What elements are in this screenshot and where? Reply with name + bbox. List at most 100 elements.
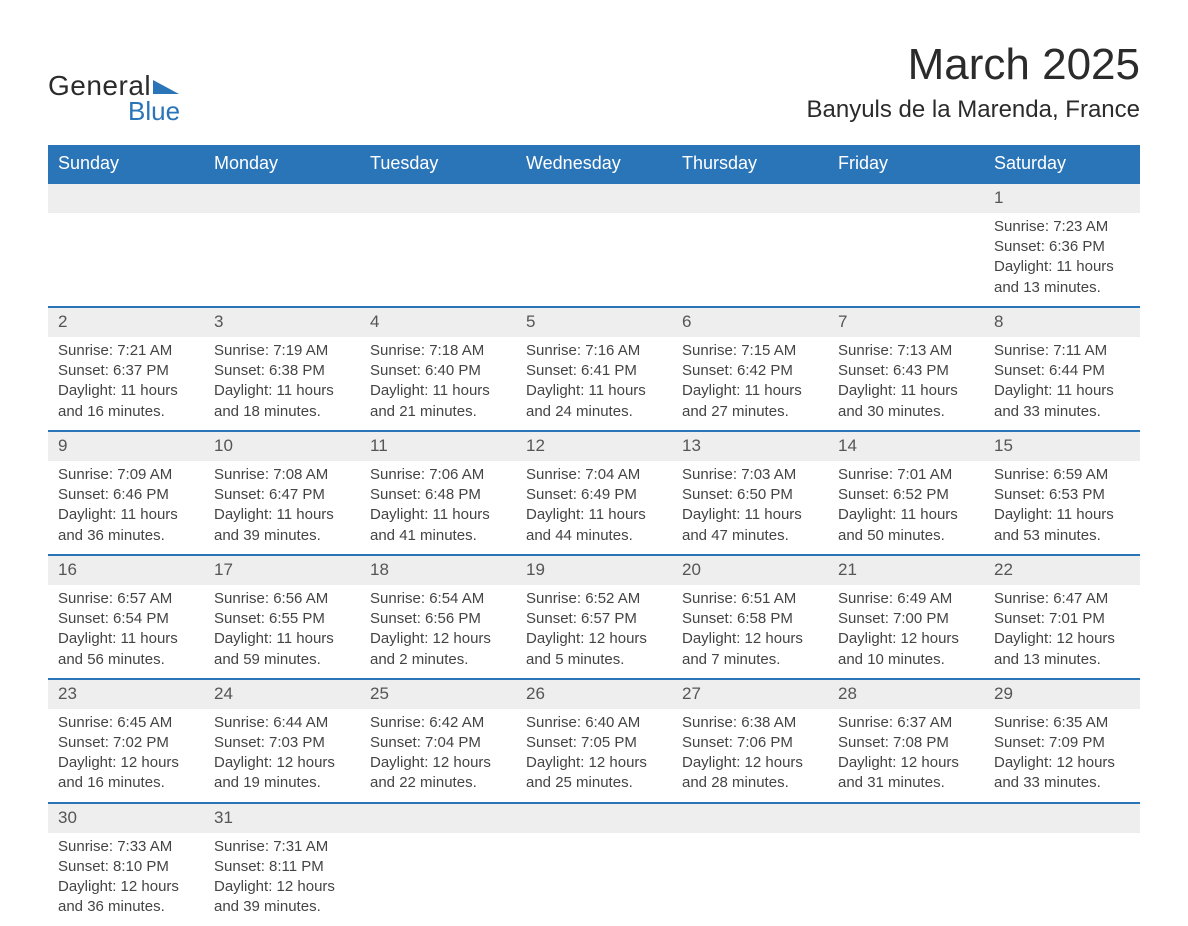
sunrise-text: Sunrise: 6:54 AM [370,589,506,609]
sunset-text: Sunset: 6:52 PM [838,485,974,505]
day-number-cell: 27 [672,679,828,709]
logo-flag-icon [153,76,181,96]
daylight-text-2: and 13 minutes. [994,278,1130,298]
sunset-text: Sunset: 6:43 PM [838,361,974,381]
sunrise-text: Sunrise: 7:06 AM [370,465,506,485]
daylight-text-1: Daylight: 11 hours [58,629,194,649]
daylight-text-2: and 10 minutes. [838,650,974,670]
sunset-text: Sunset: 6:42 PM [682,361,818,381]
day-number-cell [984,803,1140,833]
daylight-text-2: and 30 minutes. [838,402,974,422]
sunrise-text: Sunrise: 7:03 AM [682,465,818,485]
day-data-row: Sunrise: 7:33 AMSunset: 8:10 PMDaylight:… [48,833,1140,926]
daylight-text-2: and 13 minutes. [994,650,1130,670]
sunrise-text: Sunrise: 7:01 AM [838,465,974,485]
day-data-cell: Sunrise: 6:49 AMSunset: 7:00 PMDaylight:… [828,585,984,679]
day-data-cell [360,833,516,926]
day-number-cell: 9 [48,431,204,461]
daylight-text-1: Daylight: 12 hours [682,629,818,649]
daylight-text-2: and 53 minutes. [994,526,1130,546]
sunrise-text: Sunrise: 6:38 AM [682,713,818,733]
daylight-text-2: and 27 minutes. [682,402,818,422]
weekday-header: Thursday [672,145,828,183]
sunset-text: Sunset: 6:58 PM [682,609,818,629]
daylight-text-2: and 50 minutes. [838,526,974,546]
day-data-row: Sunrise: 7:09 AMSunset: 6:46 PMDaylight:… [48,461,1140,555]
daylight-text-1: Daylight: 11 hours [526,505,662,525]
day-data-cell [672,833,828,926]
daylight-text-2: and 59 minutes. [214,650,350,670]
day-number-cell [516,803,672,833]
day-number-cell: 14 [828,431,984,461]
daylight-text-1: Daylight: 11 hours [214,381,350,401]
daylight-text-2: and 5 minutes. [526,650,662,670]
daylight-text-2: and 2 minutes. [370,650,506,670]
day-number-cell [360,803,516,833]
sunrise-text: Sunrise: 7:31 AM [214,837,350,857]
calendar-table: Sunday Monday Tuesday Wednesday Thursday… [48,145,1140,926]
day-number-cell: 29 [984,679,1140,709]
logo: General Blue [48,70,181,127]
day-number-cell: 18 [360,555,516,585]
day-data-row: Sunrise: 6:45 AMSunset: 7:02 PMDaylight:… [48,709,1140,803]
daylight-text-1: Daylight: 11 hours [58,505,194,525]
sunset-text: Sunset: 6:36 PM [994,237,1130,257]
sunrise-text: Sunrise: 7:08 AM [214,465,350,485]
daylight-text-1: Daylight: 11 hours [214,505,350,525]
day-data-cell: Sunrise: 7:31 AMSunset: 8:11 PMDaylight:… [204,833,360,926]
sunset-text: Sunset: 6:47 PM [214,485,350,505]
sunrise-text: Sunrise: 6:49 AM [838,589,974,609]
daylight-text-2: and 33 minutes. [994,773,1130,793]
day-number-row: 3031 [48,803,1140,833]
day-data-row: Sunrise: 7:23 AMSunset: 6:36 PMDaylight:… [48,213,1140,307]
weekday-header-row: Sunday Monday Tuesday Wednesday Thursday… [48,145,1140,183]
sunset-text: Sunset: 8:10 PM [58,857,194,877]
sunset-text: Sunset: 7:00 PM [838,609,974,629]
day-number-cell: 20 [672,555,828,585]
daylight-text-1: Daylight: 12 hours [58,753,194,773]
daylight-text-1: Daylight: 11 hours [838,505,974,525]
sunset-text: Sunset: 6:50 PM [682,485,818,505]
day-number-cell [360,183,516,213]
sunset-text: Sunset: 6:38 PM [214,361,350,381]
sunset-text: Sunset: 7:05 PM [526,733,662,753]
day-number-cell: 13 [672,431,828,461]
daylight-text-1: Daylight: 12 hours [58,877,194,897]
daylight-text-1: Daylight: 11 hours [370,381,506,401]
day-data-cell: Sunrise: 7:06 AMSunset: 6:48 PMDaylight:… [360,461,516,555]
sunset-text: Sunset: 6:56 PM [370,609,506,629]
daylight-text-1: Daylight: 12 hours [838,629,974,649]
day-data-cell: Sunrise: 6:57 AMSunset: 6:54 PMDaylight:… [48,585,204,679]
weekday-header: Saturday [984,145,1140,183]
day-data-cell [360,213,516,307]
sunrise-text: Sunrise: 7:15 AM [682,341,818,361]
weekday-header: Wednesday [516,145,672,183]
day-number-cell: 11 [360,431,516,461]
day-number-cell: 19 [516,555,672,585]
day-data-cell [828,833,984,926]
day-data-cell: Sunrise: 6:52 AMSunset: 6:57 PMDaylight:… [516,585,672,679]
day-data-cell: Sunrise: 7:08 AMSunset: 6:47 PMDaylight:… [204,461,360,555]
daylight-text-2: and 22 minutes. [370,773,506,793]
day-number-cell [204,183,360,213]
daylight-text-2: and 24 minutes. [526,402,662,422]
day-data-cell [516,213,672,307]
daylight-text-1: Daylight: 12 hours [370,753,506,773]
day-data-cell [516,833,672,926]
day-data-cell: Sunrise: 7:09 AMSunset: 6:46 PMDaylight:… [48,461,204,555]
day-data-cell [204,213,360,307]
daylight-text-1: Daylight: 11 hours [682,381,818,401]
sunset-text: Sunset: 6:41 PM [526,361,662,381]
day-data-cell [984,833,1140,926]
daylight-text-2: and 36 minutes. [58,526,194,546]
day-number-cell [828,183,984,213]
logo-word2: Blue [128,96,181,127]
daylight-text-1: Daylight: 11 hours [994,505,1130,525]
sunrise-text: Sunrise: 6:57 AM [58,589,194,609]
day-number-cell: 15 [984,431,1140,461]
day-data-cell: Sunrise: 7:04 AMSunset: 6:49 PMDaylight:… [516,461,672,555]
daylight-text-1: Daylight: 11 hours [214,629,350,649]
weekday-header: Monday [204,145,360,183]
daylight-text-2: and 18 minutes. [214,402,350,422]
daylight-text-2: and 44 minutes. [526,526,662,546]
